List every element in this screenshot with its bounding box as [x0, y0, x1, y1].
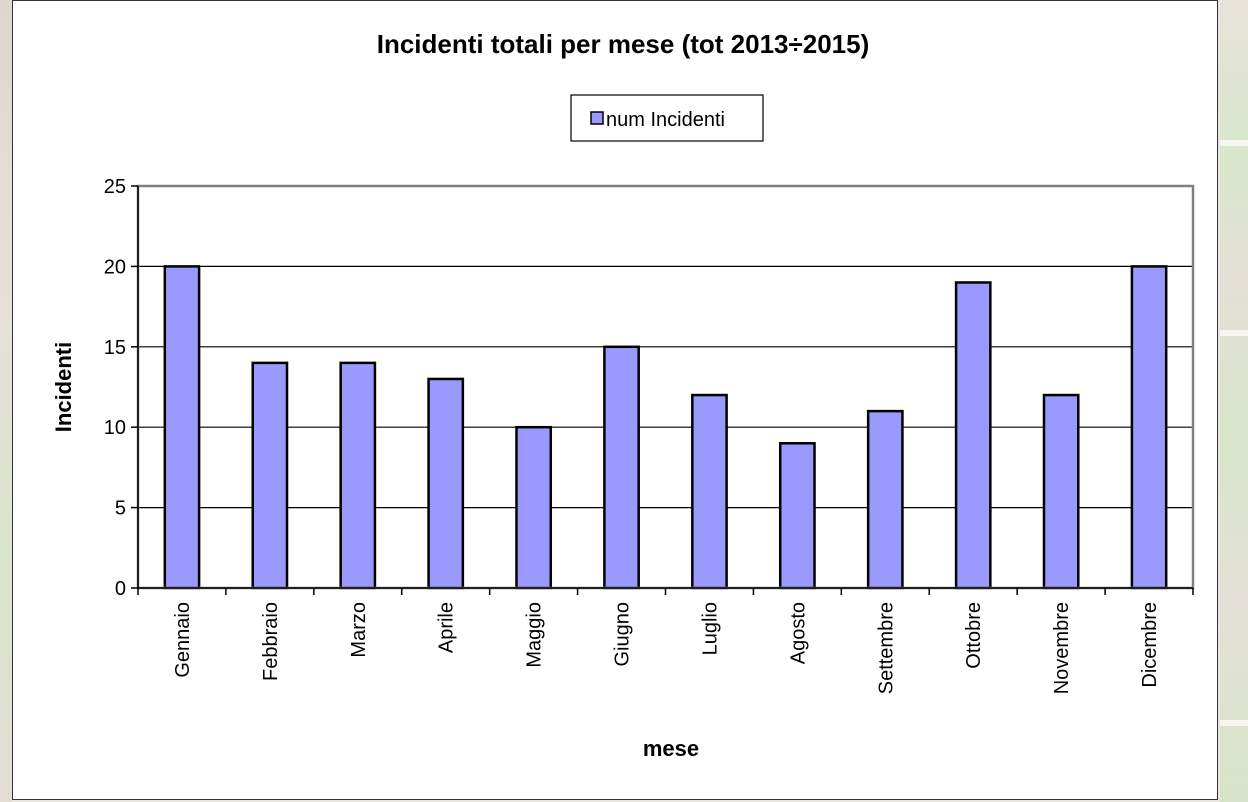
legend-label: num Incidenti [606, 109, 725, 131]
bar-giugno [603, 345, 640, 590]
chart-frame: Incidenti totali per mese (tot 2013÷2015… [12, 0, 1218, 800]
y-tick-label: 0 [115, 578, 126, 600]
bar-novembre [1042, 393, 1080, 590]
y-tick-label: 15 [104, 337, 126, 359]
y-axis-title: Incidenti [51, 342, 76, 432]
x-tick-label: Febbraio [260, 602, 282, 681]
map-road [1220, 140, 1248, 146]
chart-title: Incidenti totali per mese (tot 2013÷2015… [377, 29, 870, 59]
map-road [1220, 330, 1248, 336]
x-tick-label: Aprile [436, 602, 458, 653]
y-tick-label: 10 [104, 417, 126, 439]
bar-maggio [515, 425, 553, 590]
x-tick-label: Dicembre [1139, 602, 1161, 688]
x-tick-label: Luglio [699, 602, 721, 655]
x-tick-label: Gennaio [172, 602, 194, 678]
bar-ottobre [954, 281, 992, 590]
y-tick-label: 25 [104, 176, 126, 198]
bar-agosto [778, 442, 816, 590]
x-tick-label: Ottobre [963, 602, 985, 669]
y-tick-label: 20 [104, 256, 126, 278]
bar-aprile [427, 377, 465, 590]
y-tick-label: 5 [115, 498, 126, 520]
plot-area-border [136, 184, 1195, 590]
legend: num Incidenti [570, 94, 764, 142]
x-tick-label: Marzo [348, 602, 370, 658]
legend-swatch [590, 111, 604, 125]
x-tick-label: Maggio [524, 602, 546, 668]
bar-chart: Incidenti totali per mese (tot 2013÷2015… [51, 29, 1195, 761]
x-tick-label: Settembre [875, 602, 897, 694]
bar-marzo [339, 361, 377, 590]
bar-gennaio [163, 265, 201, 590]
bar-dicembre [1130, 265, 1168, 590]
map-road [1220, 720, 1248, 726]
x-tick-label: Agosto [787, 602, 809, 664]
background-map-left [0, 0, 12, 802]
x-axis-title: mese [643, 736, 699, 761]
bar-settembre [866, 409, 904, 590]
x-tick-label: Giugno [612, 602, 634, 667]
bar-febbraio [251, 361, 289, 590]
bar-luglio [691, 393, 728, 590]
background-map-right [1220, 0, 1248, 802]
x-tick-label: Novembre [1051, 602, 1073, 694]
